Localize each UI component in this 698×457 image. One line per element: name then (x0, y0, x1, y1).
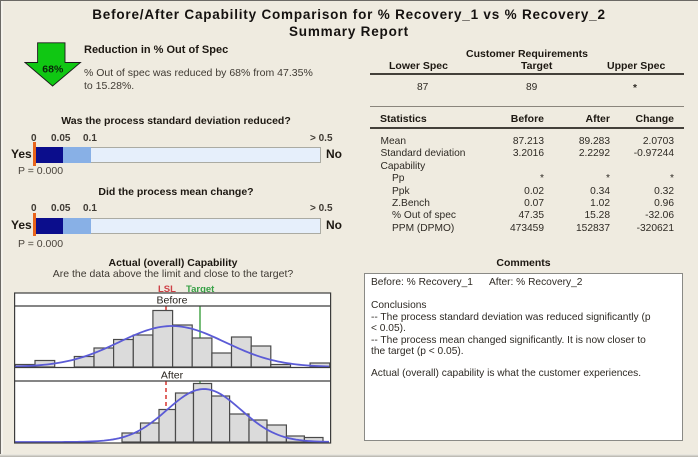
svg-text:Before: Before (157, 295, 188, 307)
svg-text:68%: 68% (42, 64, 64, 76)
svg-text:After: After (161, 370, 184, 382)
